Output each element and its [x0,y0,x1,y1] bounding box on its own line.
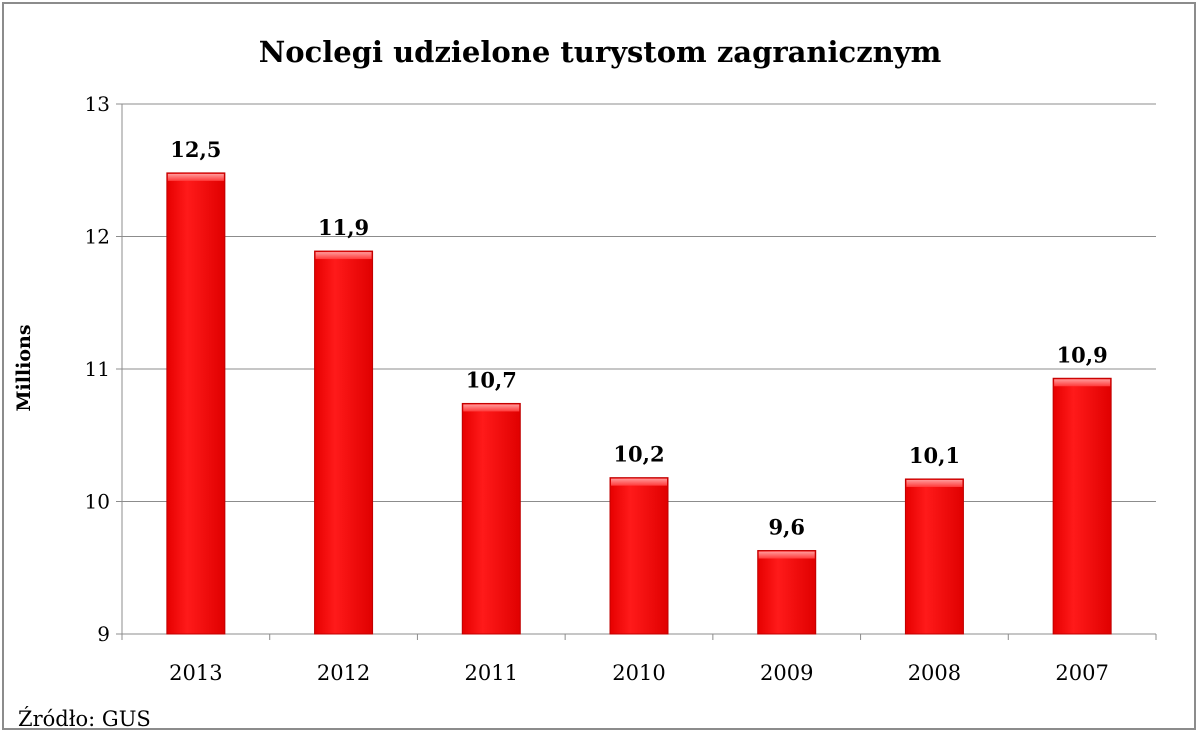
x-tick-label: 2009 [760,661,813,685]
bar-2010 [609,477,669,635]
chart-title: Noclegi udzielone turystom zagranicznym [259,35,942,69]
bar [609,477,669,635]
data-label: 9,6 [768,515,805,540]
x-tick-label: 2010 [612,661,665,685]
y-tick-label: 10 [85,490,110,514]
data-label: 11,9 [318,215,369,240]
bar [314,250,374,635]
x-tick-label: 2012 [317,661,370,685]
data-label: 10,9 [1057,342,1108,367]
bar [904,478,964,635]
data-label: 12,5 [170,137,221,162]
bar [461,402,521,635]
bar-highlight [463,404,520,412]
bar-2011 [461,402,521,635]
bar-2013 [166,172,226,635]
x-tick-label: 2013 [169,661,222,685]
bar-2009 [757,550,817,635]
y-tick-label: 13 [85,92,110,116]
x-tick-labels: 2013 2012 2011 2010 2009 2008 2007 [169,661,1109,685]
bar-highlight [167,173,224,181]
bar-highlight [1054,379,1111,387]
x-tick-label: 2007 [1055,661,1108,685]
bar [166,172,226,635]
bar-highlight [611,478,667,486]
y-tick-label: 11 [85,357,110,381]
bar-2008 [904,478,964,635]
y-axis-label: Millions [13,324,35,411]
bar-2012 [314,250,374,635]
data-label: 10,2 [613,442,664,467]
bar [757,550,817,635]
x-tick-label: 2011 [465,661,518,685]
source-note: Źródło: GUS [18,707,151,731]
y-tick-labels: 9 10 11 12 13 [85,92,110,646]
y-tick-label: 12 [85,225,110,249]
bar-highlight [758,551,815,559]
data-labels: 12,5 11,9 10,7 10,2 9,6 10,1 10,9 [170,137,1107,540]
bar-highlight [906,479,963,487]
data-label: 10,1 [909,443,960,468]
bars [166,172,1112,635]
bar-2007 [1052,377,1112,635]
bar-highlight [315,252,372,260]
y-tick-label: 9 [97,622,110,646]
x-tick-label: 2008 [908,661,961,685]
bar [1052,377,1112,635]
data-label: 10,7 [466,367,517,392]
